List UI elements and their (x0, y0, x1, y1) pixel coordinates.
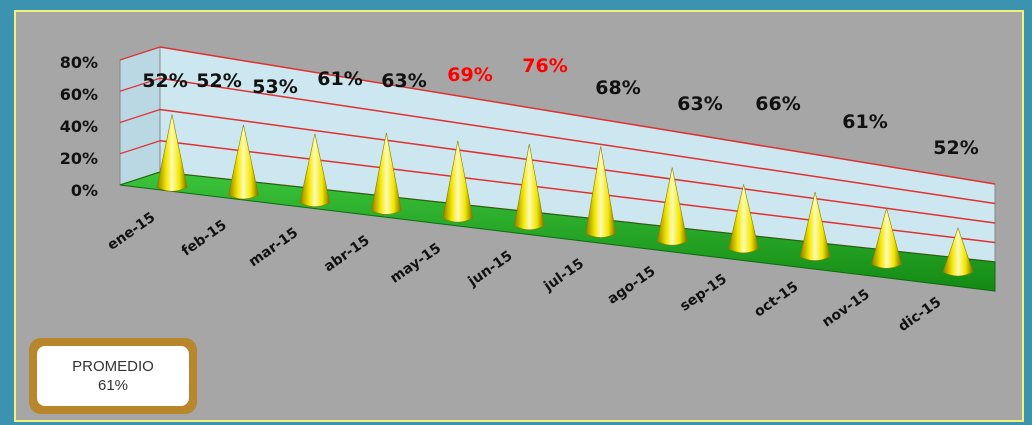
average-box: PROMEDIO 61% (29, 338, 197, 414)
average-title: PROMEDIO (72, 358, 154, 375)
y-tick-label: 60% (60, 85, 98, 104)
x-tick-label: jun-15 (465, 248, 516, 290)
x-tick-label: abr-15 (321, 233, 373, 276)
x-tick-label: jul-15 (540, 256, 587, 295)
x-tick-label: feb-15 (179, 217, 230, 259)
data-label: 53% (252, 76, 297, 98)
data-label: 76% (522, 55, 567, 77)
y-tick-label: 0% (71, 181, 98, 200)
data-label: 69% (447, 64, 492, 86)
data-label: 68% (595, 77, 640, 99)
x-tick-label: may-15 (387, 240, 444, 286)
cone-bar (656, 167, 688, 246)
cone-bar (513, 143, 545, 231)
cone-bar (442, 140, 474, 223)
y-tick-label: 20% (60, 149, 98, 168)
cone-bar (728, 184, 759, 254)
gridline (159, 46, 996, 185)
x-tick-label: ago-15 (605, 263, 659, 307)
data-label: 61% (317, 68, 362, 90)
x-tick-label: mar-15 (246, 225, 301, 270)
gridline-side (119, 140, 161, 155)
gridline (159, 140, 996, 244)
x-tick-label: nov-15 (819, 286, 872, 330)
data-label: 63% (381, 70, 426, 92)
x-tick-label: oct-15 (751, 279, 801, 321)
cone-bar (942, 227, 974, 277)
y-tick-label: 80% (60, 53, 98, 72)
cone-bar (799, 191, 831, 261)
cone-bar (299, 133, 331, 207)
data-label: 61% (842, 111, 887, 133)
gridline (159, 108, 996, 224)
cone-bar (371, 132, 402, 215)
data-label: 52% (933, 137, 978, 159)
x-tick-label: ene-15 (105, 209, 159, 253)
cone-bar (871, 207, 902, 269)
data-label: 63% (677, 93, 722, 115)
gridline-side (119, 46, 161, 61)
data-label: 66% (755, 93, 800, 115)
average-value: 61% (97, 377, 129, 394)
y-tick-label: 40% (60, 117, 98, 136)
x-tick-label: sep-15 (677, 271, 730, 315)
gridline-side (119, 108, 161, 124)
cone-bar (585, 146, 617, 238)
gridline-side (119, 77, 161, 92)
cone-bar (228, 124, 259, 200)
chart-floor (119, 171, 996, 292)
cone-bar (156, 114, 188, 192)
average-box-content: PROMEDIO 61% (37, 346, 189, 406)
data-label: 52% (196, 70, 241, 92)
x-tick-label: dic-15 (895, 294, 944, 335)
gridline (159, 77, 996, 205)
data-label: 52% (142, 70, 187, 92)
